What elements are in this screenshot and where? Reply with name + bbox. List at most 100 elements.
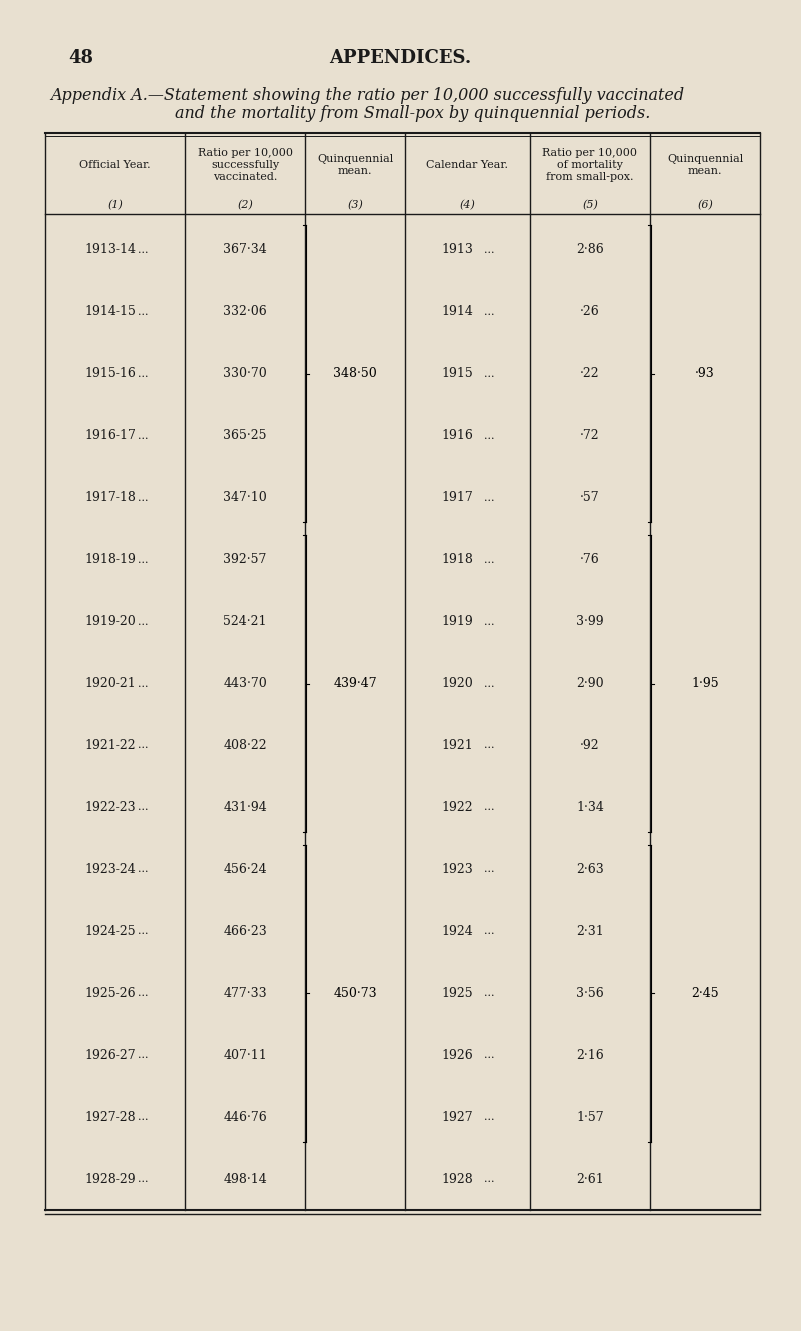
Text: 2·61: 2·61 [576, 1173, 604, 1186]
Text: 1924-25: 1924-25 [84, 925, 136, 938]
Text: 1913-14: 1913-14 [84, 244, 136, 257]
Text: 1921-22: 1921-22 [84, 739, 136, 752]
Text: Quinquennial
mean.: Quinquennial mean. [317, 154, 393, 176]
Text: 1·34: 1·34 [576, 801, 604, 813]
Text: 1921: 1921 [441, 739, 473, 752]
Text: (5): (5) [582, 200, 598, 210]
Text: 446·76: 446·76 [223, 1110, 267, 1123]
Text: Ratio per 10,000
successfully
vaccinated.: Ratio per 10,000 successfully vaccinated… [198, 148, 292, 181]
Text: ...: ... [138, 988, 148, 998]
Text: ·22: ·22 [580, 367, 600, 381]
Text: ...: ... [485, 1050, 495, 1061]
Text: ...: ... [138, 1174, 148, 1185]
Text: ...: ... [485, 307, 495, 317]
Text: and the mortality from Small-pox by quinquennial periods.: and the mortality from Small-pox by quin… [175, 105, 650, 121]
Text: (3): (3) [347, 200, 363, 210]
Text: ·92: ·92 [580, 739, 600, 752]
Text: (6): (6) [697, 200, 713, 210]
Text: ...: ... [138, 1113, 148, 1122]
Text: 1920: 1920 [441, 677, 473, 689]
Text: ...: ... [485, 245, 495, 256]
Text: ...: ... [485, 555, 495, 564]
Text: 1918: 1918 [441, 554, 473, 566]
Text: ...: ... [138, 492, 148, 503]
Text: ...: ... [485, 369, 495, 379]
Text: 477·33: 477·33 [223, 986, 267, 1000]
Text: Ratio per 10,000
of mortality
from small-pox.: Ratio per 10,000 of mortality from small… [542, 148, 638, 181]
Text: 1925-26: 1925-26 [84, 986, 136, 1000]
Text: 439·47: 439·47 [333, 677, 376, 689]
Text: ...: ... [138, 1050, 148, 1061]
Text: 1927-28: 1927-28 [84, 1110, 136, 1123]
Text: ...: ... [485, 926, 495, 936]
Text: 2·63: 2·63 [576, 862, 604, 876]
Text: Official Year.: Official Year. [79, 160, 151, 170]
Text: ·76: ·76 [580, 554, 600, 566]
Text: (2): (2) [237, 200, 253, 210]
Text: ...: ... [138, 679, 148, 688]
Text: 1917: 1917 [441, 491, 473, 504]
Text: 1926-27: 1926-27 [84, 1049, 136, 1062]
Text: 1915-16: 1915-16 [84, 367, 136, 381]
Text: 498·14: 498·14 [223, 1173, 267, 1186]
Text: ...: ... [138, 864, 148, 874]
Text: (4): (4) [460, 200, 476, 210]
Text: ·26: ·26 [580, 305, 600, 318]
Text: 407·11: 407·11 [223, 1049, 267, 1062]
Text: 3·99: 3·99 [576, 615, 604, 628]
Text: ...: ... [138, 740, 148, 751]
Text: 367·34: 367·34 [223, 244, 267, 257]
Text: 1918-19: 1918-19 [84, 554, 136, 566]
Text: 2·45: 2·45 [691, 986, 718, 1000]
Text: ...: ... [138, 616, 148, 627]
Text: 1·57: 1·57 [576, 1110, 604, 1123]
Text: 2·90: 2·90 [576, 677, 604, 689]
Text: 365·25: 365·25 [223, 430, 267, 442]
Text: 431·94: 431·94 [223, 801, 267, 813]
Text: ...: ... [138, 431, 148, 441]
Text: ...: ... [138, 555, 148, 564]
Text: ...: ... [138, 369, 148, 379]
Text: ...: ... [485, 864, 495, 874]
Text: 1915: 1915 [441, 367, 473, 381]
Text: 1917-18: 1917-18 [84, 491, 136, 504]
Text: 1916: 1916 [441, 430, 473, 442]
Text: 443·70: 443·70 [223, 677, 267, 689]
Text: 1914-15: 1914-15 [84, 305, 136, 318]
Text: ...: ... [485, 1174, 495, 1185]
Text: 524·21: 524·21 [223, 615, 267, 628]
Text: ·93: ·93 [695, 367, 714, 381]
Text: 1924: 1924 [441, 925, 473, 938]
Text: 1913: 1913 [441, 244, 473, 257]
Text: 1927: 1927 [441, 1110, 473, 1123]
Text: 1928: 1928 [441, 1173, 473, 1186]
Text: ...: ... [138, 307, 148, 317]
Text: (1): (1) [107, 200, 123, 210]
Text: ...: ... [485, 616, 495, 627]
Text: 1922: 1922 [441, 801, 473, 813]
Text: 2·16: 2·16 [576, 1049, 604, 1062]
Text: 1923: 1923 [441, 862, 473, 876]
Text: 1914: 1914 [441, 305, 473, 318]
Text: 450·73: 450·73 [333, 986, 376, 1000]
Text: ·57: ·57 [580, 491, 600, 504]
Text: 332·06: 332·06 [223, 305, 267, 318]
Text: 347·10: 347·10 [223, 491, 267, 504]
Text: 1926: 1926 [441, 1049, 473, 1062]
Text: ...: ... [485, 1113, 495, 1122]
Text: 1·95: 1·95 [691, 677, 718, 689]
Text: APPENDICES.: APPENDICES. [329, 49, 471, 67]
Text: ·72: ·72 [580, 430, 600, 442]
Text: 1922-23: 1922-23 [84, 801, 136, 813]
Text: ...: ... [485, 988, 495, 998]
Text: 456·24: 456·24 [223, 862, 267, 876]
Text: ...: ... [485, 431, 495, 441]
Text: 48: 48 [68, 49, 93, 67]
Text: Appendix A.—Statement showing the ratio per 10,000 successfully vaccinated: Appendix A.—Statement showing the ratio … [50, 87, 684, 104]
Text: 392·57: 392·57 [223, 554, 267, 566]
Text: 1925: 1925 [441, 986, 473, 1000]
Text: ...: ... [138, 245, 148, 256]
Text: 2·31: 2·31 [576, 925, 604, 938]
Text: 408·22: 408·22 [223, 739, 267, 752]
Text: 1916-17: 1916-17 [84, 430, 136, 442]
